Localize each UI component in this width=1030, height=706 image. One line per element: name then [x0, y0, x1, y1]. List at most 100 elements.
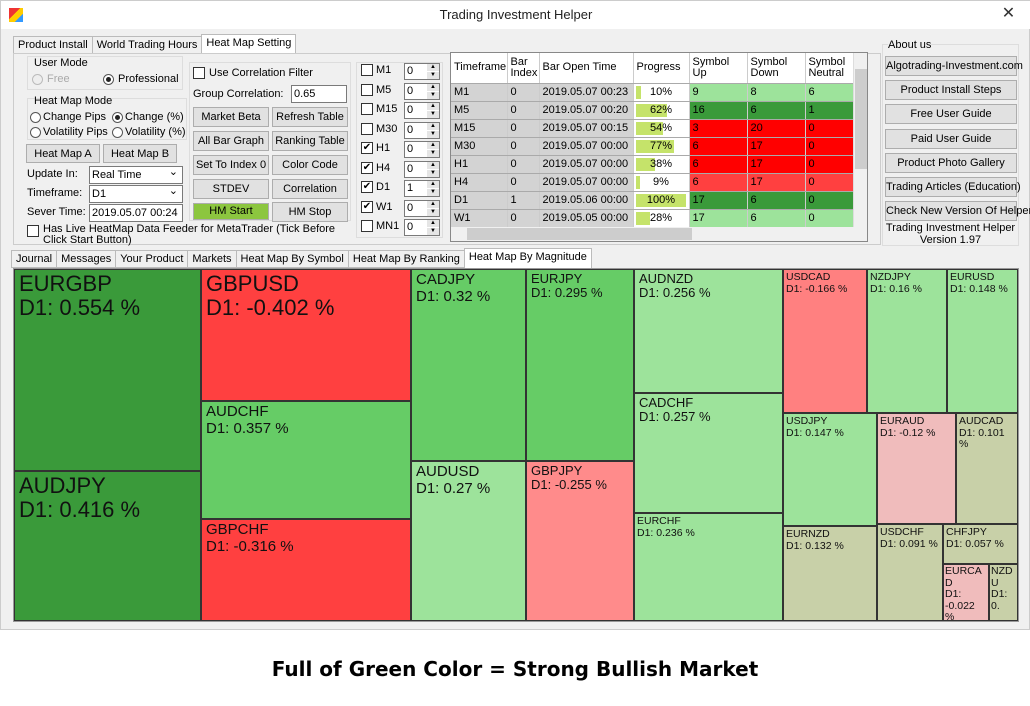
color-code-button[interactable]: Color Code: [272, 155, 348, 175]
treemap-cell-eurcad[interactable]: EURCAD D1: -0.022 %: [943, 564, 989, 621]
tab-markets[interactable]: Markets: [187, 250, 236, 268]
treemap-cell-nzdu[interactable]: NZDU D1: 0.: [989, 564, 1018, 621]
set-to-index-0-button[interactable]: Set To Index 0: [193, 155, 269, 175]
treemap-cell-eurchf[interactable]: EURCHF D1: 0.236 %: [634, 513, 783, 621]
tab-heat-map-setting[interactable]: Heat Map Setting: [201, 34, 297, 54]
treemap-cell-eurgbp[interactable]: EURGBP D1: 0.554 %: [14, 269, 201, 471]
treemap-cell-cadjpy[interactable]: CADJPY D1: 0.32 %: [411, 269, 526, 461]
spinner-up-icon[interactable]: ▲: [427, 200, 439, 208]
timeframe-checkbox-m30[interactable]: [361, 122, 373, 135]
table-row[interactable]: W1 0 2019.05.05 00:00 28% 17 6 0: [451, 209, 864, 228]
column-header[interactable]: Progress: [633, 53, 690, 84]
about-button[interactable]: Paid User Guide: [885, 128, 1017, 149]
timeframe-checkbox-m15[interactable]: [361, 103, 373, 115]
about-button[interactable]: Product Photo Gallery: [885, 152, 1017, 173]
about-button[interactable]: Algotrading-Investment.com: [885, 56, 1023, 76]
table-row[interactable]: M15 0 2019.05.07 00:15 54% 3 20 0: [451, 119, 864, 138]
volatility-percent-radio[interactable]: [112, 127, 123, 138]
vertical-scrollbar[interactable]: [853, 53, 867, 229]
timeframe-checkbox-d1[interactable]: ✔: [361, 181, 373, 193]
server-time-field[interactable]: 2019.05.07 00:24: [89, 204, 183, 222]
spinner-down-icon[interactable]: ▼: [427, 91, 439, 99]
table-row[interactable]: M30 0 2019.05.07 00:00 77% 6 17 0: [451, 137, 864, 156]
column-header[interactable]: Bar Index: [507, 53, 540, 84]
market-beta-button[interactable]: Market Beta: [193, 107, 269, 127]
treemap-cell-audjpy[interactable]: AUDJPY D1: 0.416 %: [14, 471, 201, 621]
timeframe-checkbox-w1[interactable]: ✔: [361, 200, 373, 213]
update-in-select[interactable]: Real Time: [89, 165, 183, 184]
timeframe-checkbox-h4[interactable]: ✔: [361, 161, 373, 174]
treemap-cell-usdchf[interactable]: USDCHF D1: 0.091 %: [877, 524, 943, 621]
treemap-cell-euraud[interactable]: EURAUD D1: -0.12 %: [877, 413, 956, 524]
timeframe-checkbox-h1[interactable]: ✔: [361, 142, 373, 154]
spinner-down-icon[interactable]: ▼: [427, 169, 439, 177]
spinner-down-icon[interactable]: ▼: [427, 130, 439, 138]
change-percent-radio[interactable]: [112, 112, 123, 123]
about-button[interactable]: Trading Articles (Education): [885, 177, 1021, 197]
correlation-button[interactable]: Correlation: [272, 179, 348, 199]
ranking-table-button[interactable]: Ranking Table: [272, 131, 348, 151]
table-row[interactable]: H1 0 2019.05.07 00:00 38% 6 17 0: [451, 155, 864, 174]
treemap-cell-gbpjpy[interactable]: GBPJPY D1: -0.255 %: [526, 461, 634, 621]
spinner-down-icon[interactable]: ▼: [427, 72, 439, 79]
stdev-button[interactable]: STDEV: [193, 179, 269, 199]
treemap-cell-eurnzd[interactable]: EURNZD D1: 0.132 %: [783, 526, 877, 621]
timeframe-index-spinner[interactable]: 0 ▲ ▼: [404, 160, 440, 178]
timeframe-checkbox-mn1[interactable]: [361, 220, 373, 232]
horizontal-scrollbar[interactable]: [451, 227, 867, 241]
table-row[interactable]: D1 1 2019.05.06 00:00 100% 17 6 0: [451, 191, 864, 210]
table-row[interactable]: H4 0 2019.05.07 00:00 9% 6 17 0: [451, 173, 864, 192]
all-bar-graph-button[interactable]: All Bar Graph: [193, 131, 269, 151]
spinner-up-icon[interactable]: ▲: [427, 103, 439, 110]
group-correlation-input[interactable]: 0.65: [291, 85, 347, 103]
treemap-cell-audnzd[interactable]: AUDNZD D1: 0.256 %: [634, 269, 783, 393]
about-button[interactable]: Check New Version Of Helper: [885, 201, 1030, 222]
tab-heat-map-by-ranking[interactable]: Heat Map By Ranking: [347, 250, 464, 268]
volatility-pips-radio[interactable]: [30, 127, 41, 138]
column-header[interactable]: Bar Open Time: [539, 53, 634, 84]
hm-stop-button[interactable]: HM Stop: [272, 202, 348, 222]
treemap-cell-eurjpy[interactable]: EURJPY D1: 0.295 %: [526, 269, 634, 461]
spinner-up-icon[interactable]: ▲: [427, 83, 439, 91]
use-correlation-filter-checkbox[interactable]: [193, 67, 205, 79]
spinner-down-icon[interactable]: ▼: [427, 208, 439, 216]
tab-your-product[interactable]: Your Product: [115, 250, 188, 268]
treemap-cell-usdjpy[interactable]: USDJPY D1: 0.147 %: [783, 413, 877, 526]
spinner-up-icon[interactable]: ▲: [427, 181, 439, 188]
about-button[interactable]: Free User Guide: [885, 104, 1017, 125]
spinner-down-icon[interactable]: ▼: [427, 189, 439, 196]
timeframe-checkbox-m1[interactable]: [361, 64, 373, 76]
spinner-up-icon[interactable]: ▲: [427, 64, 439, 71]
spinner-up-icon[interactable]: ▲: [427, 122, 439, 130]
treemap-cell-chfjpy[interactable]: CHFJPY D1: 0.057 %: [943, 524, 1018, 564]
treemap-cell-nzdjpy[interactable]: NZDJPY D1: 0.16 %: [867, 269, 947, 413]
timeframe-index-spinner[interactable]: 0 ▲ ▼: [404, 219, 440, 236]
change-pips-radio[interactable]: [30, 112, 41, 123]
tab-heat-map-by-symbol[interactable]: Heat Map By Symbol: [235, 250, 348, 268]
refresh-table-button[interactable]: Refresh Table: [272, 107, 348, 127]
spinner-up-icon[interactable]: ▲: [427, 220, 439, 227]
spinner-up-icon[interactable]: ▲: [427, 142, 439, 149]
treemap-cell-usdcad[interactable]: USDCAD D1: -0.166 %: [783, 269, 867, 413]
column-header[interactable]: Symbol Up: [689, 53, 748, 84]
timeframe-index-spinner[interactable]: 0 ▲ ▼: [404, 102, 440, 119]
timeframe-select[interactable]: D1: [89, 184, 183, 203]
treemap-cell-audusd[interactable]: AUDUSD D1: 0.27 %: [411, 461, 526, 621]
treemap-cell-audcad[interactable]: AUDCAD D1: 0.101 %: [956, 413, 1018, 524]
treemap-cell-gbpusd[interactable]: GBPUSD D1: -0.402 %: [201, 269, 411, 401]
hscrollbar-thumb[interactable]: [467, 228, 692, 240]
spinner-down-icon[interactable]: ▼: [427, 111, 439, 118]
tab-product-install[interactable]: Product Install: [13, 36, 92, 54]
treemap-cell-gbpchf[interactable]: GBPCHF D1: -0.316 %: [201, 519, 411, 621]
timeframe-checkbox-m5[interactable]: [361, 83, 373, 96]
professional-radio[interactable]: [103, 74, 114, 85]
spinner-up-icon[interactable]: ▲: [427, 161, 439, 169]
scrollbar-thumb[interactable]: [855, 69, 867, 169]
timeframe-index-spinner[interactable]: 0 ▲ ▼: [404, 82, 440, 100]
hm-start-button[interactable]: HM Start: [193, 203, 269, 220]
tab-heat-map-by-magnitude[interactable]: Heat Map By Magnitude: [463, 248, 592, 268]
timeframe-index-spinner[interactable]: 1 ▲ ▼: [404, 180, 440, 197]
tab-messages[interactable]: Messages: [56, 250, 116, 268]
spinner-down-icon[interactable]: ▼: [427, 228, 439, 235]
column-header[interactable]: Timeframe: [451, 53, 508, 84]
